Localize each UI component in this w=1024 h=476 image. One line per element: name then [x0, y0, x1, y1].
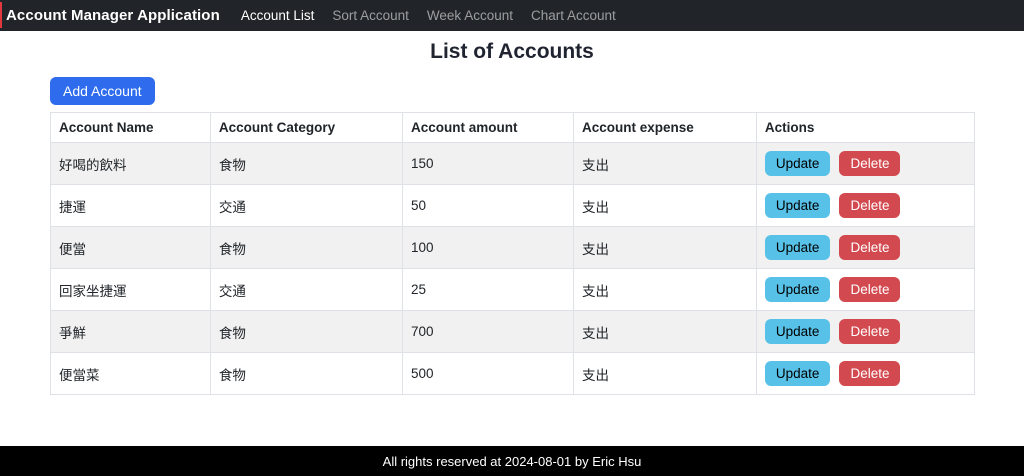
cell-category: 交通	[209, 268, 404, 311]
table-row: 回家坐捷運 交通 25 支出 Update Delete	[50, 268, 976, 311]
cell-actions: Update Delete	[755, 226, 976, 269]
table-row: 便當 食物 100 支出 Update Delete	[50, 226, 976, 269]
delete-button[interactable]: Delete	[839, 151, 901, 176]
cell-amount: 25	[402, 268, 574, 311]
footer: All rights reserved at 2024-08-01 by Eri…	[0, 446, 1024, 476]
app-brand[interactable]: Account Manager Application	[6, 7, 220, 24]
table-header-row: Account Name Account Category Account am…	[50, 112, 976, 143]
delete-button[interactable]: Delete	[839, 361, 901, 386]
cell-name: 回家坐捷運	[50, 268, 211, 311]
cell-name: 好喝的飲料	[50, 142, 211, 185]
cell-amount: 150	[402, 142, 574, 185]
add-account-button[interactable]: Add Account	[50, 77, 155, 105]
update-button[interactable]: Update	[764, 193, 831, 218]
update-button[interactable]: Update	[764, 151, 831, 176]
cell-name: 捷運	[50, 184, 211, 227]
table-row: 便當菜 食物 500 支出 Update Delete	[50, 352, 976, 395]
header-account-amount: Account amount	[402, 112, 574, 143]
header-account-name: Account Name	[50, 112, 211, 143]
navbar: Account Manager Application Account List…	[0, 0, 1024, 31]
cell-actions: Update Delete	[755, 352, 976, 395]
cell-name: 便當	[50, 226, 211, 269]
page-title: List of Accounts	[430, 40, 594, 63]
delete-button[interactable]: Delete	[839, 193, 901, 218]
cell-expense: 支出	[572, 142, 757, 185]
cell-category: 食物	[209, 352, 404, 395]
cell-amount: 500	[402, 352, 574, 395]
cell-category: 食物	[209, 226, 404, 269]
cell-name: 爭鮮	[50, 310, 211, 353]
cell-actions: Update Delete	[755, 268, 976, 311]
nav-item-sort-account[interactable]: Sort Account	[332, 8, 409, 23]
cell-expense: 支出	[572, 352, 757, 395]
cell-actions: Update Delete	[755, 142, 976, 185]
cell-expense: 支出	[572, 184, 757, 227]
cell-expense: 支出	[572, 268, 757, 311]
cell-actions: Update Delete	[755, 184, 976, 227]
cell-amount: 700	[402, 310, 574, 353]
footer-text: All rights reserved at 2024-08-01 by Eri…	[382, 453, 642, 469]
delete-button[interactable]: Delete	[839, 277, 901, 302]
table-row: 爭鮮 食物 700 支出 Update Delete	[50, 310, 976, 353]
accounts-section: Add Account Account Name Account Categor…	[50, 77, 976, 395]
cell-category: 交通	[209, 184, 404, 227]
accounts-table: Account Name Account Category Account am…	[50, 112, 976, 395]
cell-name: 便當菜	[50, 352, 211, 395]
header-account-category: Account Category	[209, 112, 404, 143]
cell-amount: 50	[402, 184, 574, 227]
update-button[interactable]: Update	[764, 277, 831, 302]
header-actions: Actions	[755, 112, 976, 143]
table-row: 捷運 交通 50 支出 Update Delete	[50, 184, 976, 227]
nav-item-week-account[interactable]: Week Account	[426, 8, 513, 23]
nav-item-account-list[interactable]: Account List	[240, 8, 315, 23]
cell-category: 食物	[209, 142, 404, 185]
update-button[interactable]: Update	[764, 361, 831, 386]
cell-actions: Update Delete	[755, 310, 976, 353]
delete-button[interactable]: Delete	[839, 235, 901, 260]
update-button[interactable]: Update	[764, 235, 831, 260]
nav-links: Account List Sort Account Week Account C…	[232, 8, 625, 23]
header-account-expense: Account expense	[572, 112, 757, 143]
left-edge-red-artifact	[0, 2, 2, 28]
cell-category: 食物	[209, 310, 404, 353]
update-button[interactable]: Update	[764, 319, 831, 344]
nav-item-chart-account[interactable]: Chart Account	[530, 8, 616, 23]
cell-expense: 支出	[572, 310, 757, 353]
cell-amount: 100	[402, 226, 574, 269]
delete-button[interactable]: Delete	[839, 319, 901, 344]
table-row: 好喝的飲料 食物 150 支出 Update Delete	[50, 142, 976, 185]
cell-expense: 支出	[572, 226, 757, 269]
